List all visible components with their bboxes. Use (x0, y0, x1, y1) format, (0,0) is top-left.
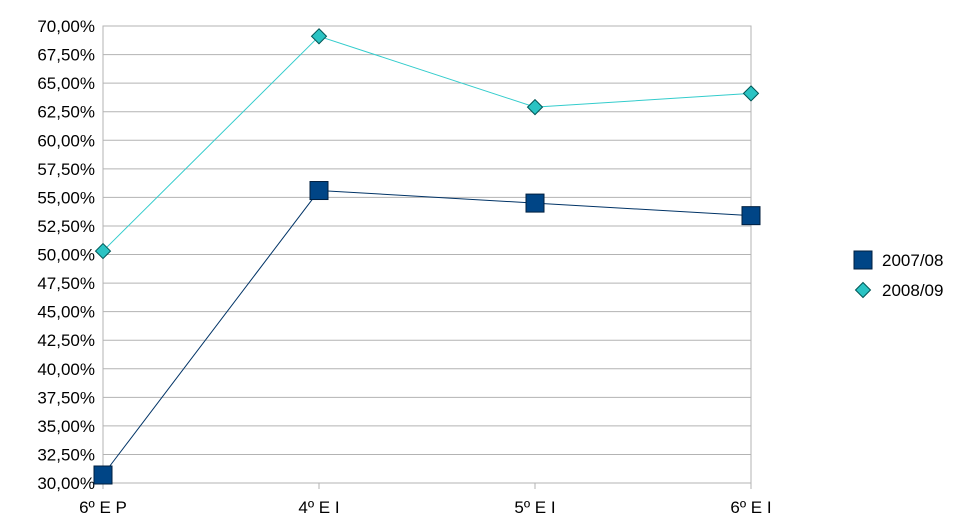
legend-swatch (853, 250, 873, 270)
y-tick-label: 45,00% (37, 303, 95, 322)
series-line (102, 190, 752, 476)
series-group (93, 28, 761, 485)
y-tick-label: 35,00% (37, 417, 95, 436)
legend-swatch (854, 281, 872, 299)
data-point-2008-09 (742, 85, 760, 102)
legend-label: 2007/08 (882, 251, 943, 270)
x-tick-label: 5º E I (514, 498, 555, 517)
y-tick-label: 57,50% (37, 160, 95, 179)
y-tick-label: 32,50% (37, 445, 95, 464)
x-tick-label: 6º E I (730, 498, 771, 517)
y-tick-label: 37,50% (37, 388, 95, 407)
y-tick-label: 65,00% (37, 74, 95, 93)
x-axis-tick-labels: 6º E P 4º E I 5º E I 6º E I (79, 483, 772, 517)
legend-item: 2007/08 (853, 250, 943, 270)
y-tick-label: 70,00% (37, 17, 95, 36)
data-point-2007-08 (525, 193, 545, 213)
y-tick-label: 52,50% (37, 217, 95, 236)
data-point-2008-09 (310, 28, 328, 45)
y-tick-label: 60,00% (37, 131, 95, 150)
legend-label: 2008/09 (882, 281, 943, 300)
y-tick-label: 42,50% (37, 331, 95, 350)
series-2007-08 (93, 181, 761, 485)
y-tick-label: 55,00% (37, 188, 95, 207)
y-tick-label: 50,00% (37, 246, 95, 265)
legend-item: 2008/09 (854, 281, 943, 300)
y-tick-label: 47,50% (37, 274, 95, 293)
x-tick-label: 4º E I (298, 498, 339, 517)
data-point-2008-09 (94, 242, 112, 260)
data-point-2007-08 (309, 181, 329, 201)
y-axis-tick-labels: 30,00% 32,50% 35,00% 37,50% 40,00% 42,50% 45,0… (37, 17, 95, 493)
data-point-2007-08 (93, 465, 113, 485)
data-point-2007-08 (741, 206, 761, 226)
y-tick-label: 67,50% (37, 46, 95, 65)
series-2008-09 (94, 28, 760, 260)
series-line (102, 35, 752, 252)
y-tick-label: 40,00% (37, 360, 95, 379)
y-tick-label: 30,00% (37, 474, 95, 493)
grid-lines (103, 25, 751, 484)
x-tick-label: 6º E P (79, 498, 127, 517)
legend: 2007/08 2008/09 (853, 250, 943, 300)
y-tick-label: 62,50% (37, 103, 95, 122)
data-point-2008-09 (526, 98, 544, 116)
